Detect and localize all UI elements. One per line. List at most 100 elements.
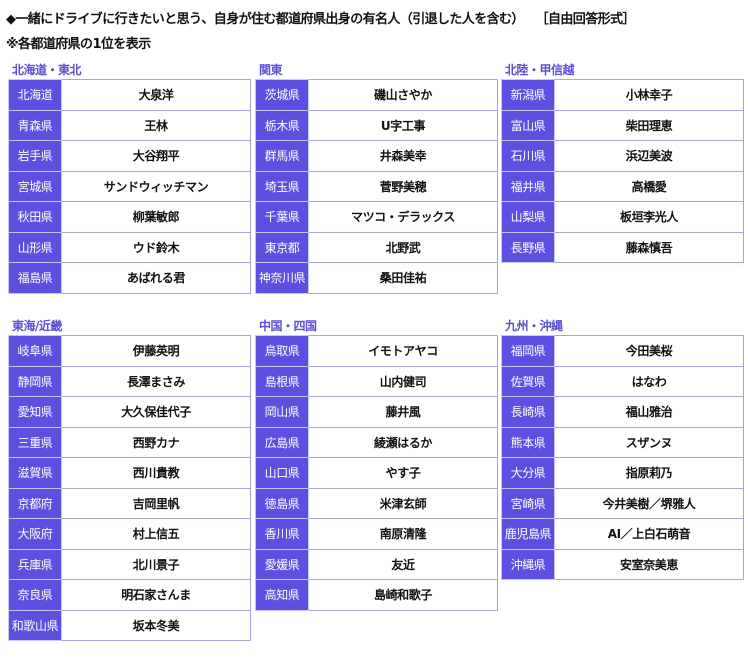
table-row: 北海道 大泉洋 xyxy=(8,79,251,111)
celebrity-cell: 小林幸子 xyxy=(554,79,744,111)
table-row: 愛知県 大久保佳代子 xyxy=(8,396,251,428)
table-row: 沖縄県 安室奈美恵 xyxy=(501,548,744,580)
celebrity-cell: 北野武 xyxy=(308,231,498,263)
table-row: 茨城県 磯山さやか xyxy=(255,79,498,111)
region-section: 九州・沖縄 福岡県 今田美桜 佐賀県 はなわ 長崎県 福山雅治 熊本県 スザンヌ 大分県 指原莉乃宮… xyxy=(501,319,744,580)
celebrity-cell: 西川貴教 xyxy=(61,457,251,489)
table-row: 福岡県 今田美桜 xyxy=(501,335,744,367)
prefecture-cell: 山梨県 xyxy=(501,201,555,233)
table-row: 宮城県 サンドウィッチマン xyxy=(8,170,251,202)
page-note: ※各都道府県の1位を表示 xyxy=(6,37,151,52)
table-row: 栃木県 U字工事 xyxy=(255,109,498,141)
table-row: 三重県 西野カナ xyxy=(8,426,251,458)
celebrity-cell: 高橋愛 xyxy=(554,170,744,202)
prefecture-cell: 新潟県 xyxy=(501,79,555,111)
prefecture-cell: 宮崎県 xyxy=(501,487,555,519)
prefecture-cell: 山口県 xyxy=(255,457,309,489)
region-section: 北海道・東北 北海道 大泉洋 青森県 王林 岩手県 大谷翔平 宮城県 サンドウィッチマン 秋田県柳… xyxy=(8,63,251,294)
prefecture-cell: 鳥取県 xyxy=(255,335,309,367)
table-row: 和歌山県 坂本冬美 xyxy=(8,609,251,641)
celebrity-cell: はなわ xyxy=(554,365,744,397)
prefecture-cell: 青森県 xyxy=(8,109,62,141)
prefecture-cell: 佐賀県 xyxy=(501,365,555,397)
region-table: 岐阜県 伊藤英明 静岡県 長澤まさみ 愛知県 大久保佳代子 三重県 西野カナ 滋賀県 西川貴教 京都… xyxy=(8,335,251,641)
celebrity-cell: スザンヌ xyxy=(554,426,744,458)
celebrity-cell: 磯山さやか xyxy=(308,79,498,111)
prefecture-cell: 岩手県 xyxy=(8,140,62,172)
celebrity-cell: 浜辺美波 xyxy=(554,140,744,172)
table-row: 福井県 高橋愛 xyxy=(501,170,744,202)
prefecture-cell: 静岡県 xyxy=(8,365,62,397)
table-row: 兵庫県 北川景子 xyxy=(8,548,251,580)
table-row: 大阪府 村上信五 xyxy=(8,518,251,550)
celebrity-cell: 長澤まさみ xyxy=(61,365,251,397)
table-row: 岩手県 大谷翔平 xyxy=(8,140,251,172)
table-row: 石川県 浜辺美波 xyxy=(501,140,744,172)
prefecture-cell: 徳島県 xyxy=(255,487,309,519)
table-row: 長野県 藤森慎吾 xyxy=(501,231,744,263)
celebrity-cell: 大泉洋 xyxy=(61,79,251,111)
table-row: 大分県 指原莉乃 xyxy=(501,457,744,489)
prefecture-cell: 長崎県 xyxy=(501,396,555,428)
table-row: 東京都 北野武 xyxy=(255,231,498,263)
table-row: 徳島県 米津玄師 xyxy=(255,487,498,519)
celebrity-cell: 藤森慎吾 xyxy=(554,231,744,263)
celebrity-cell: マツコ・デラックス xyxy=(308,201,498,233)
prefecture-cell: 大分県 xyxy=(501,457,555,489)
prefecture-cell: 秋田県 xyxy=(8,201,62,233)
region-heading: 東海/近畿 xyxy=(12,319,62,333)
celebrity-cell: 坂本冬美 xyxy=(61,609,251,641)
prefecture-cell: 宮城県 xyxy=(8,170,62,202)
prefecture-cell: 愛知県 xyxy=(8,396,62,428)
celebrity-cell: ウド鈴木 xyxy=(61,231,251,263)
prefecture-cell: 滋賀県 xyxy=(8,457,62,489)
celebrity-cell: サンドウィッチマン xyxy=(61,170,251,202)
prefecture-cell: 群馬県 xyxy=(255,140,309,172)
prefecture-cell: 岡山県 xyxy=(255,396,309,428)
table-row: 広島県 綾瀬はるか xyxy=(255,426,498,458)
region-heading: 中国・四国 xyxy=(259,319,317,333)
prefecture-cell: 奈良県 xyxy=(8,579,62,611)
table-row: 秋田県 柳葉敏郎 xyxy=(8,201,251,233)
table-row: 宮崎県 今井美樹／堺雅人 xyxy=(501,487,744,519)
region-table: 鳥取県 イモトアヤコ 島根県 山内健司 岡山県 藤井風 広島県 綾瀬はるか 山口県 やす子 徳島県米… xyxy=(255,335,498,611)
table-row: 山梨県 板垣李光人 xyxy=(501,201,744,233)
celebrity-cell: 大久保佳代子 xyxy=(61,396,251,428)
region-heading: 北陸・甲信越 xyxy=(505,63,575,77)
celebrity-cell: 柳葉敏郎 xyxy=(61,201,251,233)
table-row: 佐賀県 はなわ xyxy=(501,365,744,397)
prefecture-cell: 熊本県 xyxy=(501,426,555,458)
prefecture-cell: 福岡県 xyxy=(501,335,555,367)
celebrity-cell: 菅野美穂 xyxy=(308,170,498,202)
table-row: 新潟県 小林幸子 xyxy=(501,79,744,111)
region-section: 関東 茨城県 磯山さやか 栃木県 U字工事 群馬県 井森美幸 埼玉県 菅野美穂 千葉県 マツコ・デラ… xyxy=(255,63,498,294)
prefecture-cell: 広島県 xyxy=(255,426,309,458)
prefecture-cell: 富山県 xyxy=(501,109,555,141)
celebrity-cell: 指原莉乃 xyxy=(554,457,744,489)
table-row: 千葉県 マツコ・デラックス xyxy=(255,201,498,233)
prefecture-cell: 北海道 xyxy=(8,79,62,111)
celebrity-cell: 友近 xyxy=(308,548,498,580)
prefecture-cell: 茨城県 xyxy=(255,79,309,111)
prefecture-cell: 三重県 xyxy=(8,426,62,458)
table-row: 鳥取県 イモトアヤコ xyxy=(255,335,498,367)
table-row: 岡山県 藤井風 xyxy=(255,396,498,428)
region-section: 中国・四国鳥取県 イモトアヤコ 島根県 山内健司 岡山県 藤井風 広島県 綾瀬はるか 山口県 やす… xyxy=(255,319,498,611)
prefecture-cell: 愛媛県 xyxy=(255,548,309,580)
prefecture-cell: 大阪府 xyxy=(8,518,62,550)
celebrity-cell: 板垣李光人 xyxy=(554,201,744,233)
prefecture-cell: 石川県 xyxy=(501,140,555,172)
region-table: 新潟県 小林幸子 富山県 柴田理恵 石川県 浜辺美波 福井県 高橋愛 山梨県 板垣李光人 長野県 藤森… xyxy=(501,79,744,263)
celebrity-cell: 伊藤英明 xyxy=(61,335,251,367)
table-row: 島根県 山内健司 xyxy=(255,365,498,397)
prefecture-cell: 山形県 xyxy=(8,231,62,263)
prefecture-cell: 鹿児島県 xyxy=(501,518,555,550)
table-row: 京都府 吉岡里帆 xyxy=(8,487,251,519)
table-row: 熊本県 スザンヌ xyxy=(501,426,744,458)
table-row: 埼玉県 菅野美穂 xyxy=(255,170,498,202)
region-table: 北海道 大泉洋 青森県 王林 岩手県 大谷翔平 宮城県 サンドウィッチマン 秋田県 柳葉敏郎 山形県… xyxy=(8,79,251,294)
prefecture-cell: 島根県 xyxy=(255,365,309,397)
celebrity-cell: 吉岡里帆 xyxy=(61,487,251,519)
celebrity-cell: 村上信五 xyxy=(61,518,251,550)
celebrity-cell: 今井美樹／堺雅人 xyxy=(554,487,744,519)
